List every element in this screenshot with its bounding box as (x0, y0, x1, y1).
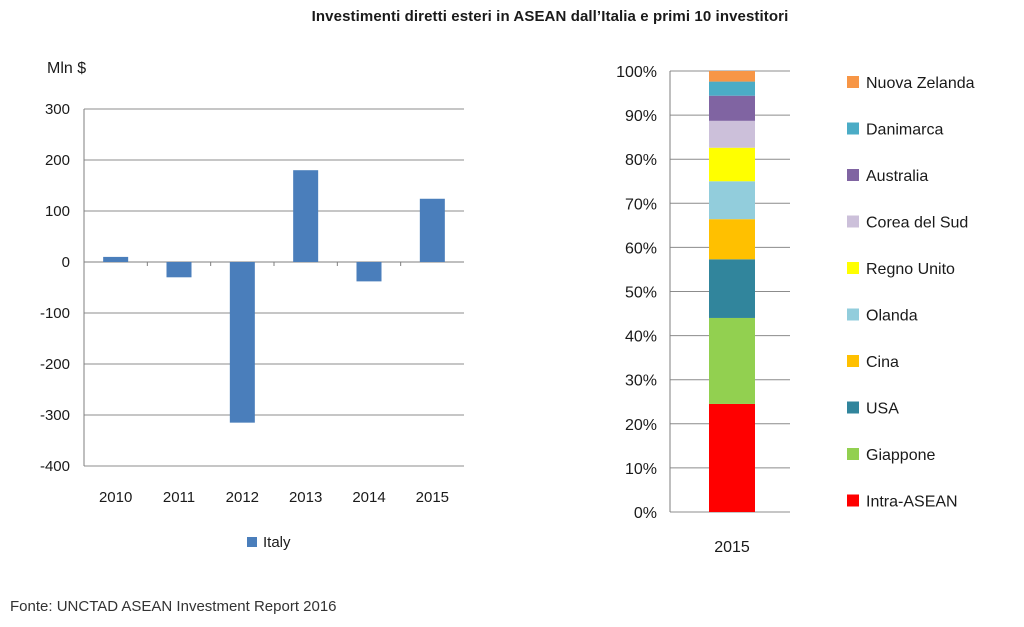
segment-regno-unito (709, 147, 755, 182)
y-axis-label: Mln $ (47, 60, 86, 77)
y-tick-label: -300 (40, 407, 70, 424)
legend-swatch (847, 215, 859, 228)
y-tick-label: 60% (625, 240, 657, 257)
y-tick-label: 100 (45, 203, 70, 220)
bar-2012 (229, 262, 255, 423)
x-tick-label: 2010 (99, 489, 132, 506)
legend-swatch (847, 401, 859, 414)
legend-label-italy: Italy (263, 534, 291, 551)
legend-swatch (847, 169, 859, 181)
y-tick-label: 200 (45, 152, 70, 169)
y-tick-label: 90% (625, 108, 657, 125)
legend-label: Australia (866, 168, 928, 185)
segment-cina (709, 219, 755, 260)
y-tick-label: 0% (634, 505, 657, 522)
top-investors-stacked-chart: 0% 10% 20% 30% 40% 50% 60% 70% 80% 90% 100% 2015 Nuo… (616, 64, 975, 556)
legend-label: Cina (866, 354, 899, 371)
y-tick-label: 20% (625, 417, 657, 434)
segment-australia (709, 95, 755, 121)
legend-label: USA (866, 401, 899, 418)
legend-swatch (847, 308, 859, 321)
source-note: Fonte: UNCTAD ASEAN Investment Report 20… (10, 598, 337, 615)
bar-2015 (419, 198, 445, 262)
y-tick-label: 80% (625, 152, 657, 169)
legend-swatch-italy (247, 537, 257, 547)
x-tick-label: 2012 (226, 489, 259, 506)
y-tick-label: -100 (40, 305, 70, 322)
segment-nuova-zelanda (709, 71, 755, 82)
segment-intra-asean (709, 403, 755, 512)
y-tick-label: -400 (40, 458, 70, 475)
y-tick-label: 50% (625, 285, 657, 302)
bar-2013 (293, 170, 319, 262)
segment-danimarca (709, 81, 755, 96)
x-tick-label: 2011 (163, 489, 195, 506)
legend-swatch (847, 122, 859, 135)
legend-label: Intra-ASEAN (866, 494, 958, 511)
bar-2014 (356, 262, 382, 282)
chart-title: Investimenti diretti esteri in ASEAN dal… (311, 8, 789, 25)
legend-swatch (847, 355, 859, 367)
legend-label: Regno Unito (866, 261, 955, 278)
legend-label: Olanda (866, 308, 918, 325)
y-tick-label: 100% (616, 64, 657, 81)
segment-giappone (709, 317, 755, 404)
legend-swatch (847, 494, 859, 507)
y-tick-label: 0 (62, 254, 70, 271)
y-tick-label: 70% (625, 196, 657, 213)
legend-swatch (847, 262, 859, 274)
bar-2010 (103, 256, 129, 262)
legend-swatch (847, 448, 859, 460)
legend-label: Danimarca (866, 122, 943, 139)
y-tick-label: 10% (625, 461, 657, 478)
segment-usa (709, 259, 755, 318)
y-tick-label: -200 (40, 356, 70, 373)
legend-label: Giappone (866, 447, 935, 464)
x-tick-label: 2014 (352, 489, 385, 506)
legend-label: Corea del Sud (866, 215, 968, 232)
y-tick-label: 40% (625, 329, 657, 346)
legend-swatch (847, 76, 859, 88)
segment-corea-del-sud (709, 120, 755, 148)
x-tick-label: 2013 (289, 489, 322, 506)
bar-2011 (166, 262, 192, 278)
y-tick-label: 30% (625, 373, 657, 390)
x-tick-label: 2015 (416, 489, 449, 506)
segment-olanda (709, 181, 755, 220)
y-tick-label: 300 (45, 101, 70, 118)
x-tick-label: 2015 (714, 539, 750, 556)
legend-label: Nuova Zelanda (866, 75, 975, 92)
italy-fdi-bar-chart: 300 200 100 0 -100 -200 -300 -400 Mln $ 2010 2011 2… (40, 60, 464, 551)
